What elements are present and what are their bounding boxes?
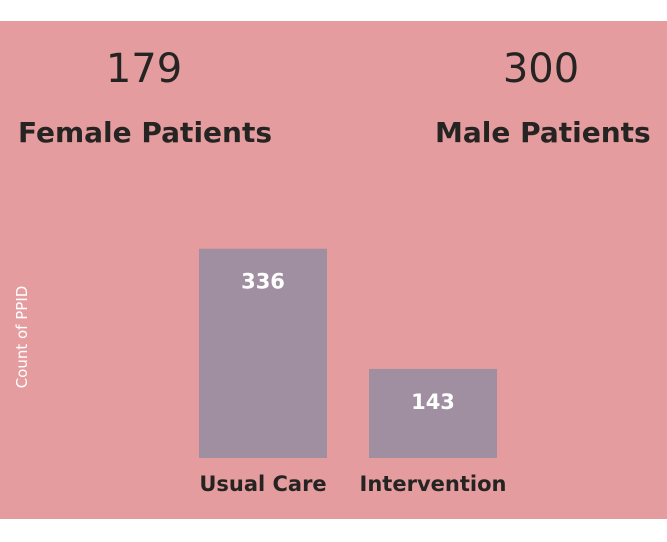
data-label-usual-care: 336 [241, 270, 285, 294]
male-count-value: 300 [502, 46, 580, 92]
report-panel: 179 Female Patients 300 Male Patients [0, 21, 667, 519]
x-tick-label-intervention: Intervention [360, 472, 507, 496]
female-count-label: Female Patients [18, 116, 273, 149]
bar-usual-care[interactable] [199, 248, 327, 458]
female-count-value: 179 [105, 46, 183, 92]
bar-intervention[interactable] [369, 368, 497, 458]
x-tick-label-usual-care: Usual Care [199, 472, 326, 496]
male-count-label: Male Patients [435, 116, 651, 149]
data-label-intervention: 143 [411, 390, 455, 414]
